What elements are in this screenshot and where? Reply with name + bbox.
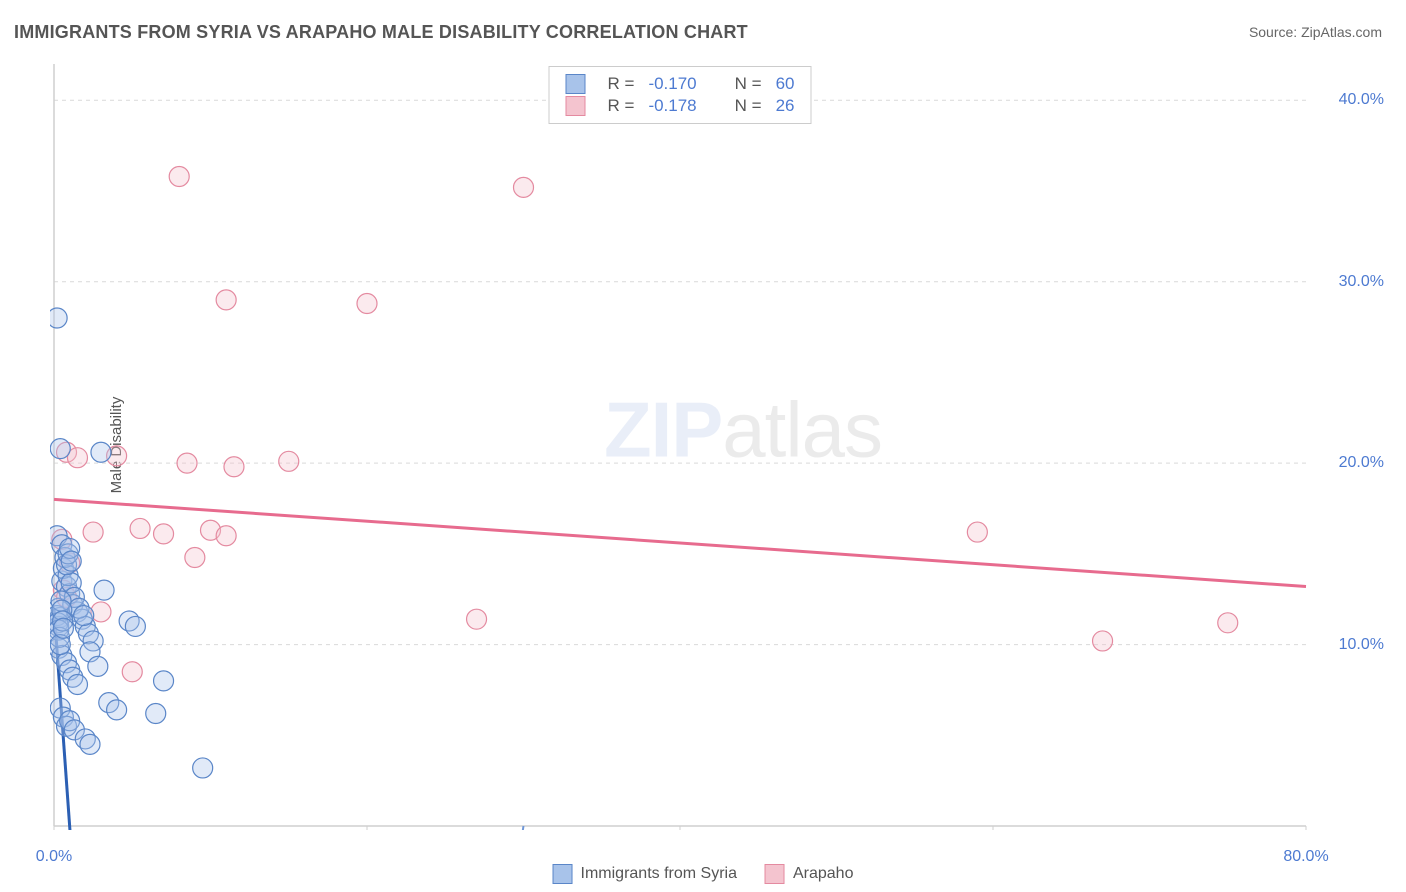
swatch-arapaho: [566, 96, 586, 116]
swatch-syria-legend: [553, 864, 573, 884]
r-value-syria: -0.170: [648, 74, 696, 94]
y-tick-label: 20.0%: [1339, 454, 1384, 472]
y-tick-label: 10.0%: [1339, 636, 1384, 654]
legend-label-syria: Immigrants from Syria: [581, 865, 737, 883]
chart-title: IMMIGRANTS FROM SYRIA VS ARAPAHO MALE DI…: [14, 22, 748, 43]
n-label-2: N =: [735, 96, 762, 116]
source-attribution: Source: ZipAtlas.com: [1249, 24, 1382, 40]
r-label: R =: [608, 74, 635, 94]
bottom-legend: Immigrants from Syria Arapaho: [553, 864, 854, 884]
chart-container: IMMIGRANTS FROM SYRIA VS ARAPAHO MALE DI…: [0, 0, 1406, 892]
scatter-chart: [50, 60, 1310, 830]
legend-item-arapaho: Arapaho: [765, 864, 854, 884]
r-value-arapaho: -0.178: [648, 96, 696, 116]
legend-item-syria: Immigrants from Syria: [553, 864, 737, 884]
n-label: N =: [735, 74, 762, 94]
swatch-arapaho-legend: [765, 864, 785, 884]
legend-label-arapaho: Arapaho: [793, 865, 854, 883]
n-value-arapaho: 26: [776, 96, 795, 116]
swatch-syria: [566, 74, 586, 94]
x-tick-label: 0.0%: [36, 848, 72, 866]
x-tick-label: 80.0%: [1283, 848, 1328, 866]
n-value-syria: 60: [776, 74, 795, 94]
y-tick-label: 40.0%: [1339, 91, 1384, 109]
plot-area: Male Disability R = -0.170 N = 60 R = -0…: [50, 60, 1310, 830]
r-label-2: R =: [608, 96, 635, 116]
stats-row-arapaho: R = -0.178 N = 26: [566, 95, 795, 117]
source-prefix: Source:: [1249, 24, 1301, 40]
source-link[interactable]: ZipAtlas.com: [1301, 24, 1382, 40]
stats-row-syria: R = -0.170 N = 60: [566, 73, 795, 95]
stats-legend-box: R = -0.170 N = 60 R = -0.178 N = 26: [549, 66, 812, 124]
y-tick-label: 30.0%: [1339, 273, 1384, 291]
